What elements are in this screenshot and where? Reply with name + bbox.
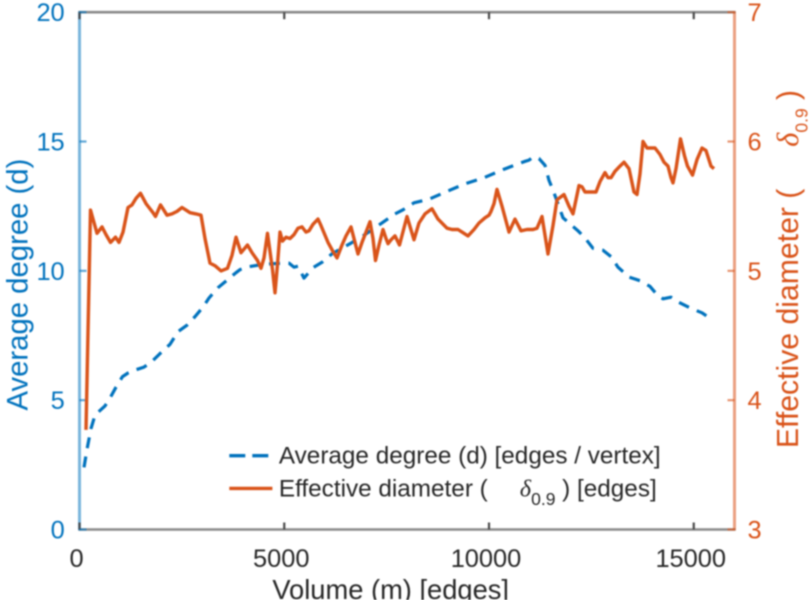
svg-text:Effective diameter ( δ0.9: Effective diameter ( δ0.9 ) <box>771 90 812 448</box>
svg-text:5: 5 <box>51 387 65 415</box>
svg-text:6: 6 <box>748 129 762 157</box>
svg-text:Average degree (d): Average degree (d) <box>2 159 35 411</box>
svg-text:5000: 5000 <box>253 545 309 573</box>
svg-text:4: 4 <box>748 387 762 415</box>
svg-text:Average degree (d) [edges / ve: Average degree (d) [edges / vertex] <box>279 442 661 469</box>
svg-text:Volume (m) [edges]: Volume (m) [edges] <box>272 574 509 600</box>
svg-text:7: 7 <box>748 0 762 27</box>
svg-text:15000: 15000 <box>655 545 726 573</box>
svg-text:20: 20 <box>36 0 64 27</box>
svg-text:0: 0 <box>69 545 83 573</box>
svg-text:3: 3 <box>748 517 762 545</box>
svg-text:5: 5 <box>748 258 762 286</box>
svg-text:10: 10 <box>36 258 64 286</box>
svg-text:0: 0 <box>51 517 65 545</box>
svg-text:10000: 10000 <box>451 545 522 573</box>
svg-text:15: 15 <box>36 129 64 157</box>
